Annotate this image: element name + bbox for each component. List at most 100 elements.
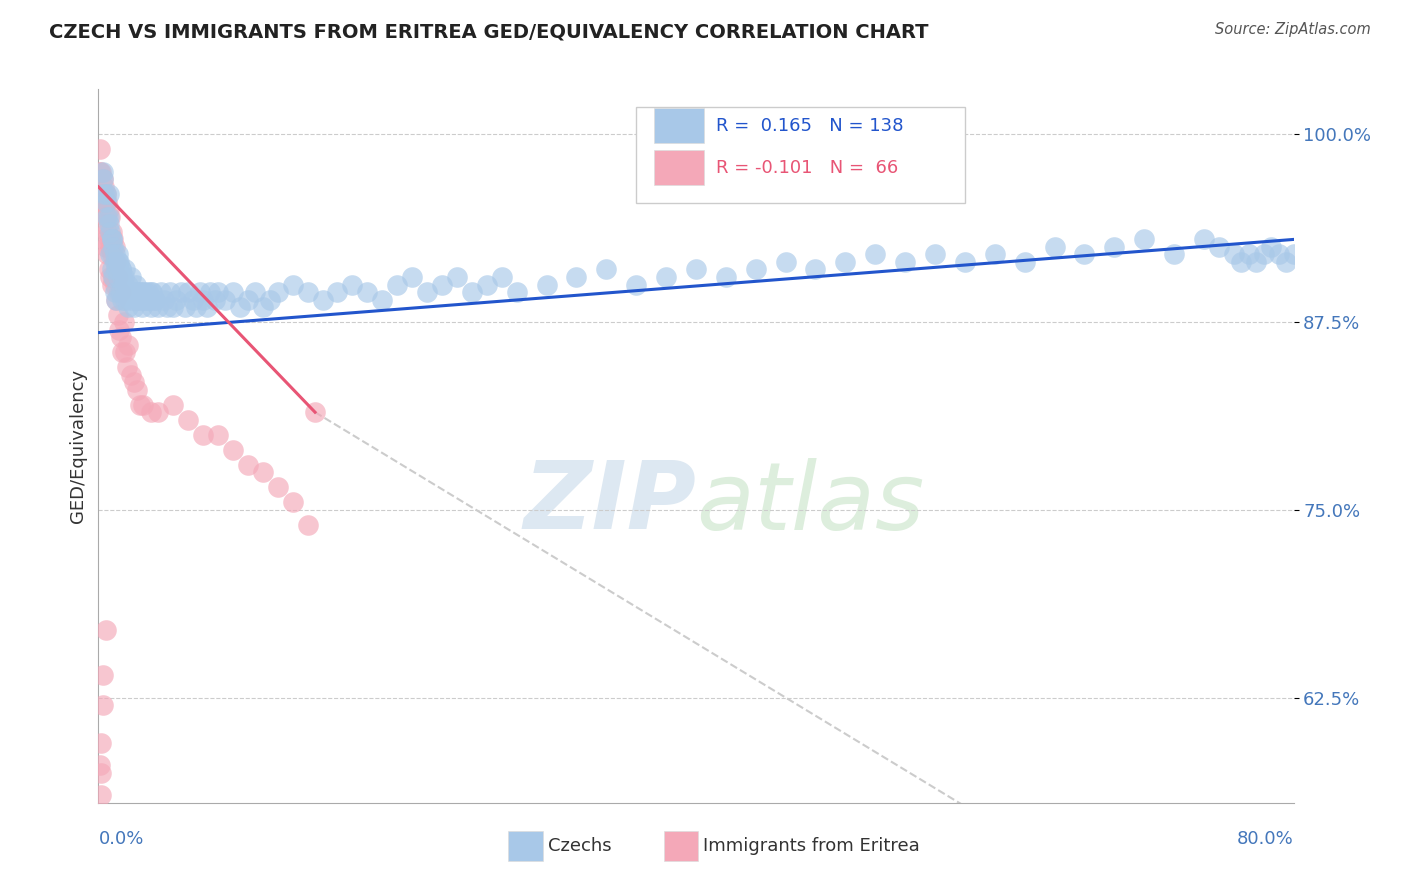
Point bbox=[267, 480, 290, 494]
Point bbox=[132, 285, 155, 299]
Point bbox=[120, 368, 142, 382]
Text: 80.0%: 80.0% bbox=[1237, 830, 1294, 847]
Point bbox=[1073, 247, 1095, 261]
Point bbox=[89, 142, 111, 156]
Point bbox=[356, 285, 378, 299]
Point bbox=[121, 285, 143, 299]
Point bbox=[97, 262, 120, 277]
Point bbox=[93, 179, 115, 194]
Point bbox=[326, 285, 349, 299]
Point bbox=[162, 398, 184, 412]
Point bbox=[1267, 247, 1289, 261]
Point bbox=[96, 194, 118, 209]
Point bbox=[129, 398, 152, 412]
Point bbox=[1282, 247, 1305, 261]
Point bbox=[115, 360, 138, 375]
Point bbox=[371, 293, 394, 307]
Point bbox=[127, 285, 149, 299]
Point bbox=[107, 308, 129, 322]
Point bbox=[107, 247, 129, 261]
Point bbox=[446, 270, 468, 285]
Point bbox=[104, 277, 127, 292]
Point bbox=[745, 262, 768, 277]
Point bbox=[111, 293, 134, 307]
Point bbox=[94, 194, 117, 209]
Point bbox=[103, 232, 125, 246]
Point bbox=[139, 405, 162, 419]
Point bbox=[91, 668, 114, 682]
Point bbox=[105, 293, 128, 307]
Point bbox=[114, 345, 136, 359]
Point bbox=[136, 293, 159, 307]
Point bbox=[124, 300, 146, 314]
Point bbox=[197, 300, 219, 314]
Point bbox=[281, 277, 304, 292]
Point bbox=[117, 277, 139, 292]
Point bbox=[117, 337, 139, 351]
Point bbox=[97, 232, 120, 246]
Text: 0.0%: 0.0% bbox=[98, 830, 143, 847]
Point bbox=[91, 172, 114, 186]
FancyBboxPatch shape bbox=[637, 107, 965, 203]
Point bbox=[207, 427, 229, 442]
Point bbox=[461, 285, 484, 299]
Point bbox=[236, 293, 259, 307]
Point bbox=[165, 293, 187, 307]
FancyBboxPatch shape bbox=[664, 831, 699, 862]
FancyBboxPatch shape bbox=[509, 831, 543, 862]
Text: ZIP: ZIP bbox=[523, 457, 696, 549]
Point bbox=[430, 277, 453, 292]
Point bbox=[153, 293, 176, 307]
Point bbox=[115, 285, 138, 299]
Point bbox=[416, 285, 439, 299]
Text: Immigrants from Eritrea: Immigrants from Eritrea bbox=[703, 838, 920, 855]
Point bbox=[101, 262, 124, 277]
Point bbox=[107, 270, 129, 285]
Point bbox=[1133, 232, 1156, 246]
Point bbox=[118, 293, 141, 307]
Point bbox=[191, 293, 214, 307]
Point bbox=[91, 194, 114, 209]
Point bbox=[297, 517, 319, 532]
Point bbox=[128, 293, 150, 307]
Point bbox=[112, 315, 135, 329]
Point bbox=[97, 202, 120, 217]
Point bbox=[595, 262, 617, 277]
Point bbox=[184, 300, 207, 314]
Point bbox=[104, 240, 127, 254]
Point bbox=[94, 240, 117, 254]
Point bbox=[112, 277, 135, 292]
Point bbox=[105, 255, 128, 269]
Point bbox=[104, 247, 127, 261]
Point bbox=[136, 285, 159, 299]
Point bbox=[1260, 240, 1282, 254]
Point bbox=[181, 293, 204, 307]
Point bbox=[142, 293, 165, 307]
Text: atlas: atlas bbox=[696, 458, 924, 549]
Point bbox=[984, 247, 1007, 261]
Point bbox=[111, 345, 134, 359]
Point bbox=[105, 262, 128, 277]
Point bbox=[98, 210, 122, 224]
Point bbox=[134, 285, 156, 299]
Point bbox=[1275, 255, 1298, 269]
Point bbox=[91, 218, 114, 232]
Point bbox=[127, 383, 149, 397]
Point bbox=[222, 285, 245, 299]
Point bbox=[108, 255, 131, 269]
Point bbox=[90, 736, 112, 750]
Point bbox=[110, 262, 132, 277]
Point bbox=[1043, 240, 1066, 254]
Text: Source: ZipAtlas.com: Source: ZipAtlas.com bbox=[1215, 22, 1371, 37]
Text: R = -0.101   N =  66: R = -0.101 N = 66 bbox=[716, 159, 898, 177]
Point bbox=[115, 285, 138, 299]
Point bbox=[1014, 255, 1036, 269]
Point bbox=[304, 405, 326, 419]
Point bbox=[281, 495, 304, 509]
Point bbox=[1244, 255, 1267, 269]
Point bbox=[714, 270, 737, 285]
Point bbox=[93, 202, 115, 217]
Point bbox=[93, 232, 115, 246]
Point bbox=[96, 210, 118, 224]
Point bbox=[148, 300, 170, 314]
